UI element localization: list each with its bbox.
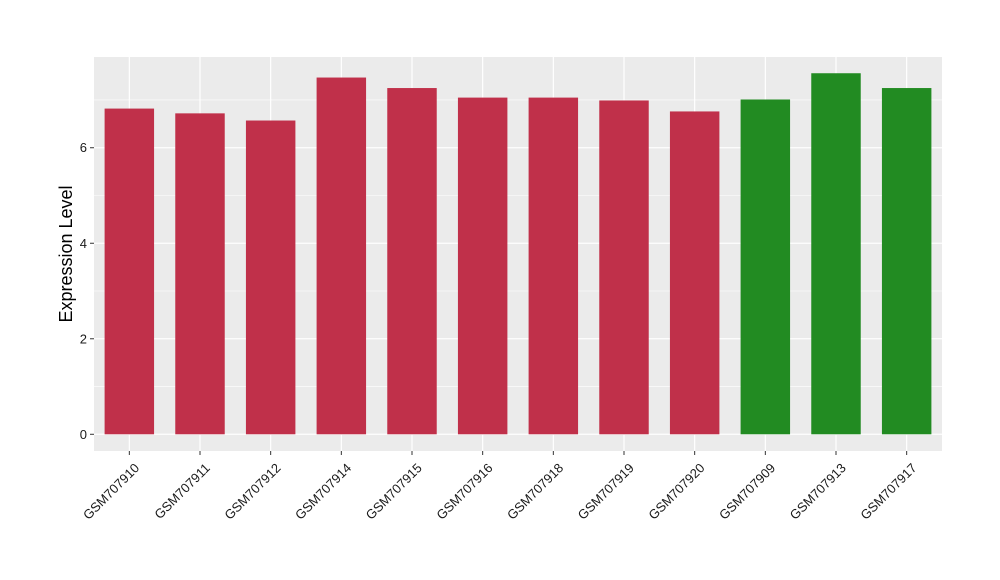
y-tick-label: 0 — [80, 427, 87, 442]
x-tick-label: GSM707917 — [857, 460, 919, 522]
bar — [104, 108, 155, 435]
bar — [387, 88, 437, 435]
x-axis: GSM707910 GSM707911 GSM707912 GSM707914 GSM7… — [80, 451, 920, 523]
x-tick-label: GSM707913 — [787, 460, 849, 522]
x-tick-label: GSM707909 — [716, 460, 778, 522]
y-axis-title: Expression Level — [56, 185, 76, 322]
minor-gridlines — [94, 99, 942, 387]
bar — [599, 100, 649, 435]
bar — [669, 111, 720, 435]
bar — [881, 88, 932, 435]
y-axis: 0 2 4 6 — [80, 140, 94, 442]
bars — [104, 73, 932, 435]
x-tick-label: GSM707919 — [575, 460, 637, 522]
bar — [811, 73, 861, 435]
x-tick-label: GSM707912 — [221, 460, 283, 522]
bar — [316, 77, 367, 435]
x-tick-label: GSM707916 — [433, 460, 495, 522]
x-tick-label: GSM707915 — [363, 460, 425, 522]
bar — [740, 99, 791, 435]
y-tick-label: 2 — [80, 331, 87, 346]
x-tick-label: GSM707918 — [504, 460, 566, 522]
x-tick-label: GSM707920 — [645, 460, 707, 522]
bar — [245, 120, 296, 435]
x-tick-label: GSM707911 — [151, 460, 213, 522]
x-tick-label: GSM707914 — [292, 460, 354, 522]
x-tick-label: GSM707910 — [80, 460, 142, 522]
plot-panel — [94, 57, 942, 451]
y-tick-label: 6 — [80, 140, 87, 155]
bar — [457, 97, 508, 435]
bar — [528, 97, 579, 435]
bar — [175, 113, 225, 435]
y-tick-label: 4 — [80, 236, 87, 251]
